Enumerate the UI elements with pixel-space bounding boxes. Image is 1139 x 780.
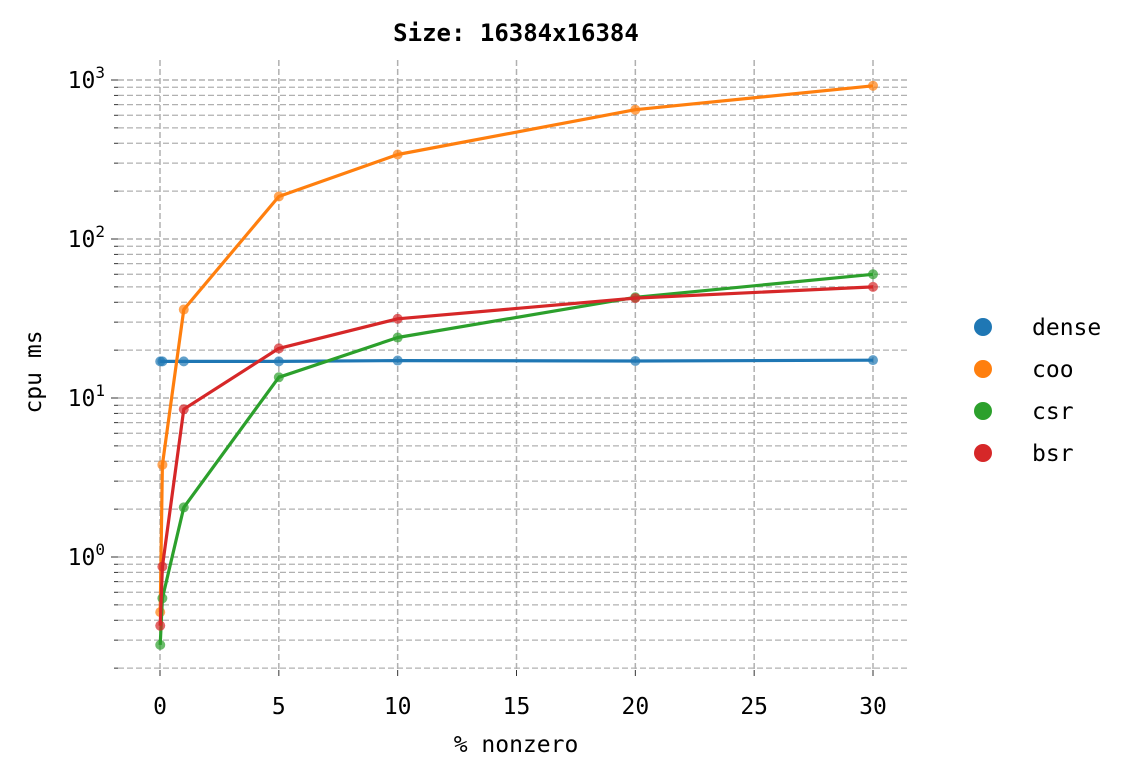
x-tick-label: 25 (740, 694, 768, 720)
data-point-bsr (392, 313, 403, 324)
data-point-dense (157, 356, 168, 367)
data-point-coo (178, 304, 189, 315)
legend-label-coo: coo (1032, 357, 1074, 383)
data-point-bsr (630, 293, 641, 304)
data-point-dense (273, 356, 284, 367)
data-point-csr (178, 502, 189, 513)
data-point-csr (155, 639, 166, 650)
legend-marker-csr (974, 402, 992, 420)
legend-marker-coo (974, 360, 992, 378)
data-point-bsr (868, 281, 878, 292)
data-point-bsr (178, 404, 189, 415)
data-point-dense (868, 355, 878, 366)
legend-marker-dense (974, 318, 992, 336)
data-point-csr (273, 372, 284, 383)
data-point-csr (392, 332, 403, 343)
series-coo (155, 80, 878, 618)
y-axis: 100 101 102 103 (68, 63, 105, 571)
x-tick-label: 20 (621, 694, 649, 720)
x-tick-label: 30 (859, 694, 887, 720)
x-tick-label: 5 (272, 694, 286, 720)
y-tick-label: 102 (68, 222, 105, 253)
y-tick-label: 103 (68, 63, 105, 94)
data-point-coo (630, 104, 641, 115)
data-point-coo (273, 191, 284, 202)
legend-label-bsr: bsr (1032, 441, 1074, 467)
x-axis: 0 5 10 15 20 25 30 (153, 670, 887, 720)
data-point-dense (630, 355, 641, 366)
data-point-bsr (273, 343, 284, 354)
data-point-coo (157, 459, 168, 470)
y-axis-label: cpu ms (21, 330, 47, 413)
series-layer (155, 80, 878, 650)
series-line-dense (160, 358, 874, 363)
legend-label-csr: csr (1032, 399, 1074, 425)
series-bsr (155, 281, 878, 631)
data-point-dense (178, 356, 189, 367)
y-tick-label: 101 (68, 381, 105, 412)
chart-title: Size: 16384x16384 (393, 19, 639, 47)
legend-label-dense: dense (1032, 315, 1101, 341)
x-axis-label: % nonzero (454, 732, 579, 758)
y-tick-label: 100 (68, 540, 105, 571)
legend: dense coo csr bsr (974, 315, 1101, 467)
data-point-bsr (157, 561, 168, 572)
data-point-bsr (155, 620, 166, 631)
data-point-csr (868, 269, 878, 280)
x-tick-label: 15 (503, 694, 531, 720)
x-tick-label: 0 (153, 694, 167, 720)
legend-marker-bsr (974, 444, 992, 462)
x-tick-label: 10 (384, 694, 412, 720)
data-point-dense (392, 355, 403, 366)
grid (111, 60, 909, 670)
series-dense (155, 355, 878, 367)
data-point-coo (868, 80, 878, 91)
data-point-coo (392, 149, 403, 160)
